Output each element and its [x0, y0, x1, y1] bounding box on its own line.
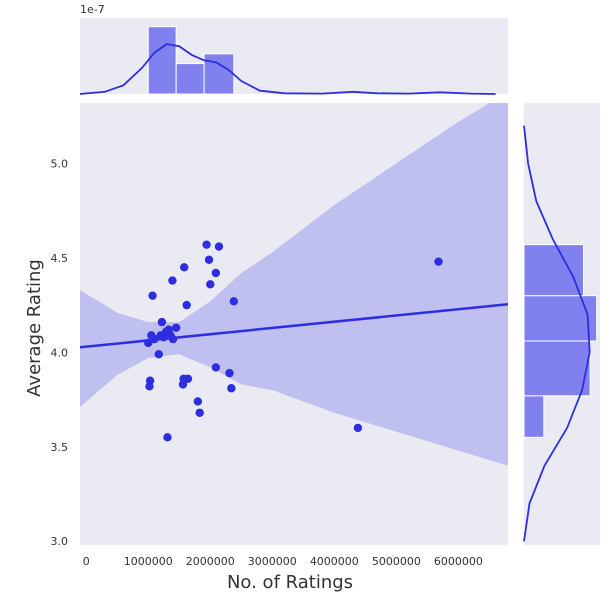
scatter-point [168, 276, 177, 285]
scatter-point [193, 397, 203, 406]
scatter-point [171, 323, 181, 332]
scatter-point [183, 374, 193, 383]
y-tick-labels: 3.0 3.5 4.0 4.5 5.0 [51, 157, 69, 548]
marginal-y-bar [523, 295, 598, 342]
y-tick-label: 5.0 [51, 157, 69, 170]
marginal-x-background [80, 18, 508, 94]
scatter-point [225, 368, 234, 378]
scatter-point [229, 297, 239, 306]
marginal-x-kde [79, 43, 496, 95]
marginal-y-bar [523, 244, 584, 297]
scatter-point [154, 350, 163, 359]
marginal-x-panel [79, 18, 508, 95]
x-tick-label: 6000000 [434, 555, 483, 568]
marginal-x-bar [203, 53, 235, 95]
marginal-x-bar [175, 63, 205, 95]
y-tick-label: 3.0 [51, 535, 69, 548]
x-axis-label: No. of Ratings [227, 572, 353, 593]
y-tick-label: 4.5 [51, 252, 69, 265]
scatter-point [211, 363, 221, 372]
scatter-point [353, 423, 363, 433]
x-tick-label: 4000000 [310, 555, 359, 568]
x-tick-label: 3000000 [248, 555, 297, 568]
marginal-x-bar [147, 26, 177, 95]
marginal-y-panel [523, 103, 600, 545]
scatter-point [145, 376, 155, 385]
y-tick-label: 4.0 [51, 346, 69, 359]
confidence-band [80, 103, 508, 466]
scatter-point [144, 338, 153, 348]
scatter-point [168, 334, 178, 344]
y-axis-label: Average Rating [24, 259, 45, 397]
scatter-point [148, 291, 157, 300]
scatter-point [202, 240, 211, 249]
scatter-point [227, 384, 236, 393]
scatter-point [163, 433, 172, 442]
x-tick-label: 2000000 [186, 555, 235, 568]
marginal-y-kde [523, 125, 591, 542]
marginal-y-bar [523, 340, 591, 397]
marginal-y-bar [523, 395, 545, 438]
x-tick-label: 0 [83, 555, 90, 568]
main-scatter-panel [80, 103, 508, 545]
scatter-point [195, 408, 204, 417]
x-tick-label: 1000000 [124, 555, 173, 568]
scatter-point [434, 257, 443, 266]
x-tick-label: 5000000 [372, 555, 421, 568]
x-tick-labels: 0 1000000 2000000 3000000 4000000 5000000 6000… [83, 555, 483, 568]
scatter-point [204, 255, 214, 264]
scatter-point [150, 334, 159, 344]
scatter-point [180, 263, 189, 272]
scatter-point [157, 317, 167, 327]
scatter-point [211, 268, 221, 278]
scatter-point [206, 280, 215, 289]
scatter-point [214, 242, 224, 251]
scatter-point [182, 300, 191, 310]
y-tick-label: 3.5 [51, 441, 69, 454]
marginal-x-sci-label: 1e-7 [80, 3, 105, 16]
